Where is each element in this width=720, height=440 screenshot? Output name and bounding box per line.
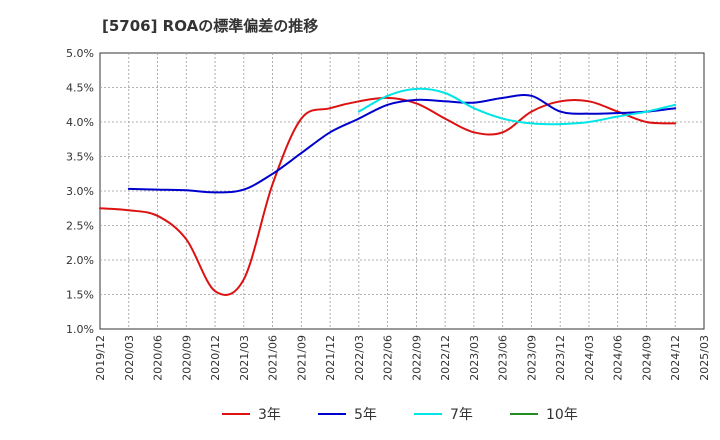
x-tick-label: 2022/06 — [382, 335, 395, 381]
x-tick-label: 2019/12 — [94, 335, 107, 381]
x-axis: 2019/12 2020/03 2020/06 2020/09 2020/12 2021/… — [94, 335, 711, 381]
y-tick-label: 1.0% — [66, 323, 94, 336]
y-tick-label: 3.0% — [66, 185, 94, 198]
x-tick-label: 2021/03 — [238, 335, 251, 381]
x-tick-label: 2023/09 — [525, 335, 538, 381]
y-tick-label: 3.5% — [66, 151, 94, 164]
x-tick-label: 2022/12 — [439, 335, 452, 381]
series-lines — [99, 87, 677, 296]
x-tick-label: 2022/09 — [410, 335, 423, 381]
x-tick-label: 2020/09 — [180, 335, 193, 381]
x-tick-label: 2021/09 — [295, 335, 308, 381]
x-tick-label: 2021/06 — [267, 335, 280, 381]
y-tick-label: 5.0% — [66, 47, 94, 60]
legend-label-3: 10年 — [546, 407, 578, 423]
x-tick-label: 2024/06 — [612, 335, 625, 381]
x-tick-label: 2024/09 — [640, 335, 653, 381]
y-tick-label: 2.0% — [66, 254, 94, 267]
x-tick-label: 2021/12 — [324, 335, 337, 381]
x-tick-label: 2024/12 — [669, 335, 682, 381]
y-tick-label: 2.5% — [66, 220, 94, 233]
y-axis: 1.0% 1.5% 2.0% 2.5% 3.0% 3.5% 4.0% 4.5% 5.0% — [66, 47, 94, 336]
y-tick-label: 4.0% — [66, 116, 94, 129]
series-line-2 — [357, 87, 677, 126]
x-tick-label: 2023/12 — [554, 335, 567, 381]
chart-title: [5706] ROAの標準偏差の推移 — [102, 17, 318, 35]
legend-label-1: 5年 — [354, 407, 377, 423]
y-tick-label: 1.5% — [66, 289, 94, 302]
x-tick-label: 2022/03 — [353, 335, 366, 381]
legend-label-0: 3年 — [258, 407, 281, 423]
series-line-1 — [127, 93, 677, 194]
x-tick-label: 2025/03 — [698, 335, 711, 381]
legend: 3年 5年 7年 10年 — [222, 407, 578, 423]
x-tick-label: 2020/03 — [123, 335, 136, 381]
x-tick-label: 2024/03 — [583, 335, 596, 381]
x-tick-label: 2023/06 — [497, 335, 510, 381]
legend-label-2: 7年 — [450, 407, 473, 423]
x-tick-label: 2023/03 — [468, 335, 481, 381]
x-tick-label: 2020/06 — [152, 335, 165, 381]
grid-lines — [100, 53, 704, 329]
x-tick-label: 2020/12 — [209, 335, 222, 381]
y-tick-label: 4.5% — [66, 82, 94, 95]
